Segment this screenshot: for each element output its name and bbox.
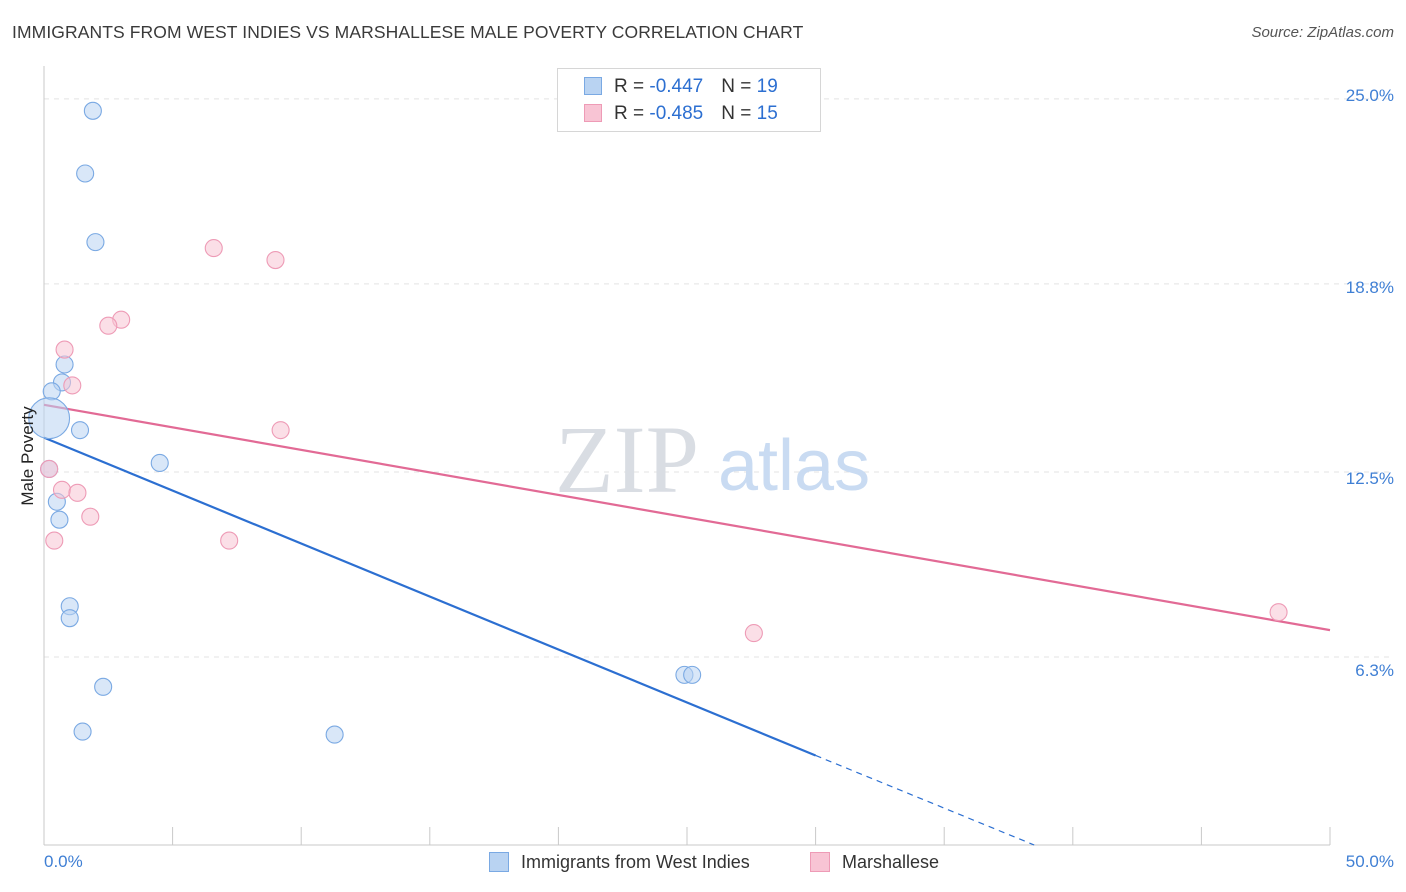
x-tick-label-max: 50.0% xyxy=(1345,852,1394,871)
data-point xyxy=(83,101,102,120)
data-point xyxy=(45,531,64,550)
data-point xyxy=(86,233,105,252)
n-label: N = xyxy=(721,103,757,124)
data-point xyxy=(40,459,59,479)
data-point xyxy=(325,725,344,744)
r-label: R = xyxy=(614,76,650,97)
r-value: -0.485 xyxy=(649,103,704,124)
trend-line-extension xyxy=(815,754,1035,846)
y-tick-label: 25.0% xyxy=(1345,86,1394,105)
data-point xyxy=(1269,603,1288,622)
r-label: R = xyxy=(614,103,650,124)
legend-row-west-indies: R = -0.447 N = 19 xyxy=(584,76,778,98)
data-point xyxy=(81,507,100,526)
n-label: N = xyxy=(721,76,757,97)
data-point xyxy=(683,665,702,684)
data-point xyxy=(63,376,82,395)
data-point xyxy=(73,722,92,741)
pink-swatch-icon xyxy=(810,852,830,872)
trend-line xyxy=(43,403,1331,632)
data-point xyxy=(271,421,290,440)
y-axis-label: Male Poverty xyxy=(18,406,37,506)
y-tick-label: 12.5% xyxy=(1345,469,1394,488)
data-point xyxy=(52,480,72,499)
data-point xyxy=(744,624,763,643)
axes xyxy=(43,66,1331,846)
trend-line xyxy=(43,436,817,757)
data-point xyxy=(68,483,87,502)
grid-lines xyxy=(44,98,1392,658)
data-point xyxy=(70,421,90,440)
r-value: -0.447 xyxy=(649,76,704,97)
x-tick-label-min: 0.0% xyxy=(44,852,83,871)
data-point xyxy=(266,250,285,270)
n-value: 19 xyxy=(756,76,778,97)
correlation-legend: R = -0.447 N = 19 R = -0.485 N = 15 xyxy=(557,68,821,132)
watermark-atlas: atlas xyxy=(718,426,870,506)
y-tick-label: 18.8% xyxy=(1345,278,1394,297)
watermark-zip: ZIP xyxy=(555,406,699,513)
data-point xyxy=(55,340,74,359)
data-points xyxy=(28,101,1288,744)
data-point xyxy=(60,609,79,628)
legend-label: Immigrants from West Indies xyxy=(521,852,750,872)
data-point xyxy=(220,531,239,550)
data-point xyxy=(76,164,95,183)
legend-row-marshallese: R = -0.485 N = 15 xyxy=(584,103,778,125)
data-point xyxy=(150,453,169,473)
blue-swatch-icon xyxy=(584,77,602,95)
data-point xyxy=(28,397,71,440)
trend-lines xyxy=(43,403,1331,846)
n-value: 15 xyxy=(756,103,778,124)
legend-item-west-indies: Immigrants from West Indies xyxy=(489,852,750,873)
data-point xyxy=(42,382,61,401)
chart-title: IMMIGRANTS FROM WEST INDIES VS MARSHALLE… xyxy=(12,22,804,42)
blue-swatch-icon xyxy=(489,852,509,872)
source-label: Source: ZipAtlas.com xyxy=(1251,24,1394,41)
legend-item-marshallese: Marshallese xyxy=(810,852,939,873)
data-point xyxy=(50,510,69,529)
data-point xyxy=(94,677,113,696)
data-point xyxy=(204,239,223,258)
pink-swatch-icon xyxy=(584,104,602,122)
legend-label: Marshallese xyxy=(842,852,940,872)
data-point xyxy=(99,316,118,335)
y-tick-label: 6.3% xyxy=(1355,661,1394,680)
